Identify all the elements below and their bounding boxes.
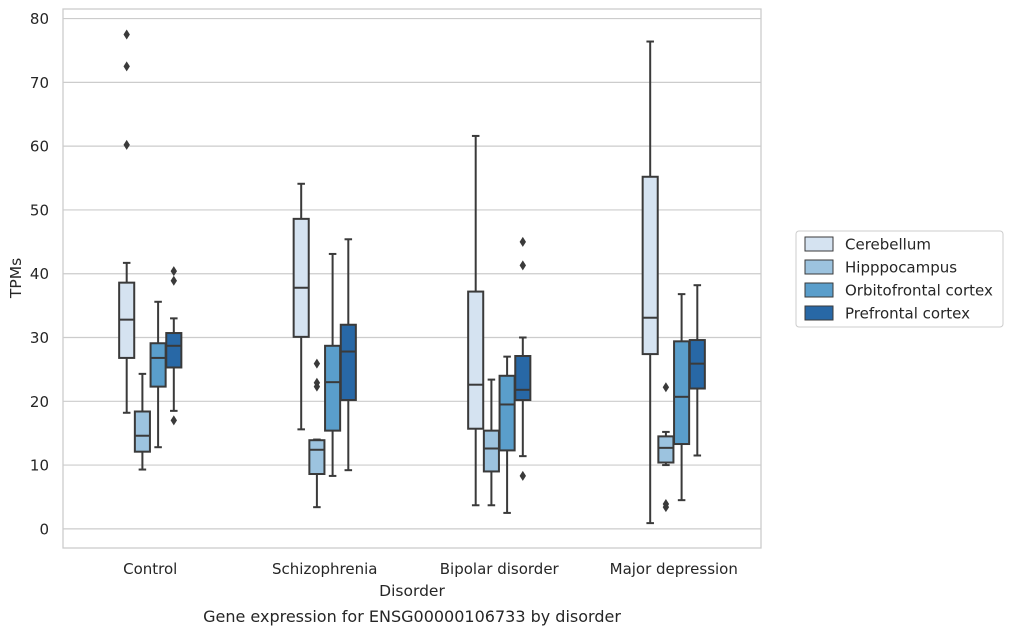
box-iqr <box>467 290 485 430</box>
box-cerebellum <box>641 40 659 525</box>
outlier-point <box>170 266 178 277</box>
y-tick-label: 10 <box>30 457 49 475</box>
y-tick-label: 70 <box>30 74 49 92</box>
box-orbitofrontal-cortex <box>673 293 691 502</box>
outlier-point <box>123 61 130 72</box>
legend-swatch <box>804 305 834 321</box>
box-orbitofrontal-cortex <box>498 355 516 514</box>
box-prefrontal-cortex <box>339 238 357 472</box>
y-axis-label: TPMs <box>7 258 25 299</box>
box-iqr <box>657 435 675 464</box>
box-prefrontal-cortex <box>165 266 183 426</box>
box-iqr <box>292 217 310 338</box>
outlier-point <box>662 498 670 509</box>
box-iqr <box>149 342 167 388</box>
outlier-point <box>313 358 321 369</box>
y-tick-label: 20 <box>30 393 49 411</box>
chart-title: Gene expression for ENSG00000106733 by d… <box>203 607 621 626</box>
x-tick-label: Bipolar disorder <box>440 560 560 578</box>
box-orbitofrontal-cortex <box>324 252 342 477</box>
box-iqr <box>165 332 183 369</box>
outlier-point <box>519 236 527 247</box>
legend-swatch <box>804 259 834 275</box>
box-iqr <box>339 323 357 402</box>
box-iqr <box>498 374 516 452</box>
y-tick-label: 80 <box>30 10 49 28</box>
box-hipppocampus <box>657 382 675 513</box>
outlier-point <box>170 275 178 286</box>
y-tick-label: 30 <box>30 329 49 347</box>
y-tick-label: 50 <box>30 201 49 219</box>
box-iqr <box>324 344 342 432</box>
legend-swatch <box>804 236 834 252</box>
box-cerebellum <box>118 29 136 414</box>
box-prefrontal-cortex <box>688 284 706 457</box>
legend-entry: Orbitofrontal cortex <box>845 282 993 300</box>
y-tick-label: 0 <box>39 520 49 538</box>
legend-swatch <box>804 282 834 298</box>
outlier-point <box>519 260 527 271</box>
outlier-point <box>123 139 130 150</box>
y-tick-label: 60 <box>30 138 49 156</box>
y-axis-ticks: 0 10 20 30 40 50 60 70 80 <box>30 10 49 538</box>
x-tick-label: Schizophrenia <box>272 560 377 578</box>
box-cerebellum <box>467 134 485 507</box>
box-iqr <box>641 175 659 356</box>
outlier-point <box>170 415 178 426</box>
plot-frame <box>62 8 762 549</box>
box-orbitofrontal-cortex <box>149 300 167 449</box>
outlier-point <box>123 29 130 40</box>
outlier-point <box>662 382 670 393</box>
legend: Cerebellum Hipppocampus Orbitofrontal cort… <box>795 230 1004 328</box>
legend-entry: Prefrontal cortex <box>845 305 970 323</box>
legend-entry: Hipppocampus <box>845 259 957 277</box>
box-prefrontal-cortex <box>514 236 532 481</box>
x-tick-label: Major depression <box>610 560 738 578</box>
outlier-point <box>519 470 527 481</box>
outlier-point <box>313 377 321 388</box>
boxes <box>118 29 706 525</box>
x-axis-label: Disorder <box>379 582 445 600</box>
x-tick-label: Control <box>123 560 177 578</box>
box-hipppocampus <box>308 358 326 509</box>
box-iqr <box>514 355 532 402</box>
box-hipppocampus <box>133 372 151 471</box>
legend-frame <box>795 230 1004 328</box>
box-iqr <box>133 410 151 453</box>
y-tick-label: 40 <box>30 265 49 283</box>
x-axis-ticks: Control Schizophrenia Bipolar disorder Majo… <box>123 560 738 578</box>
box-cerebellum <box>292 182 310 431</box>
box-hipppocampus <box>482 378 500 507</box>
box-iqr <box>308 439 326 476</box>
box-iqr <box>673 340 691 446</box>
legend-entry: Cerebellum <box>845 236 931 254</box>
box-iqr <box>482 429 500 473</box>
